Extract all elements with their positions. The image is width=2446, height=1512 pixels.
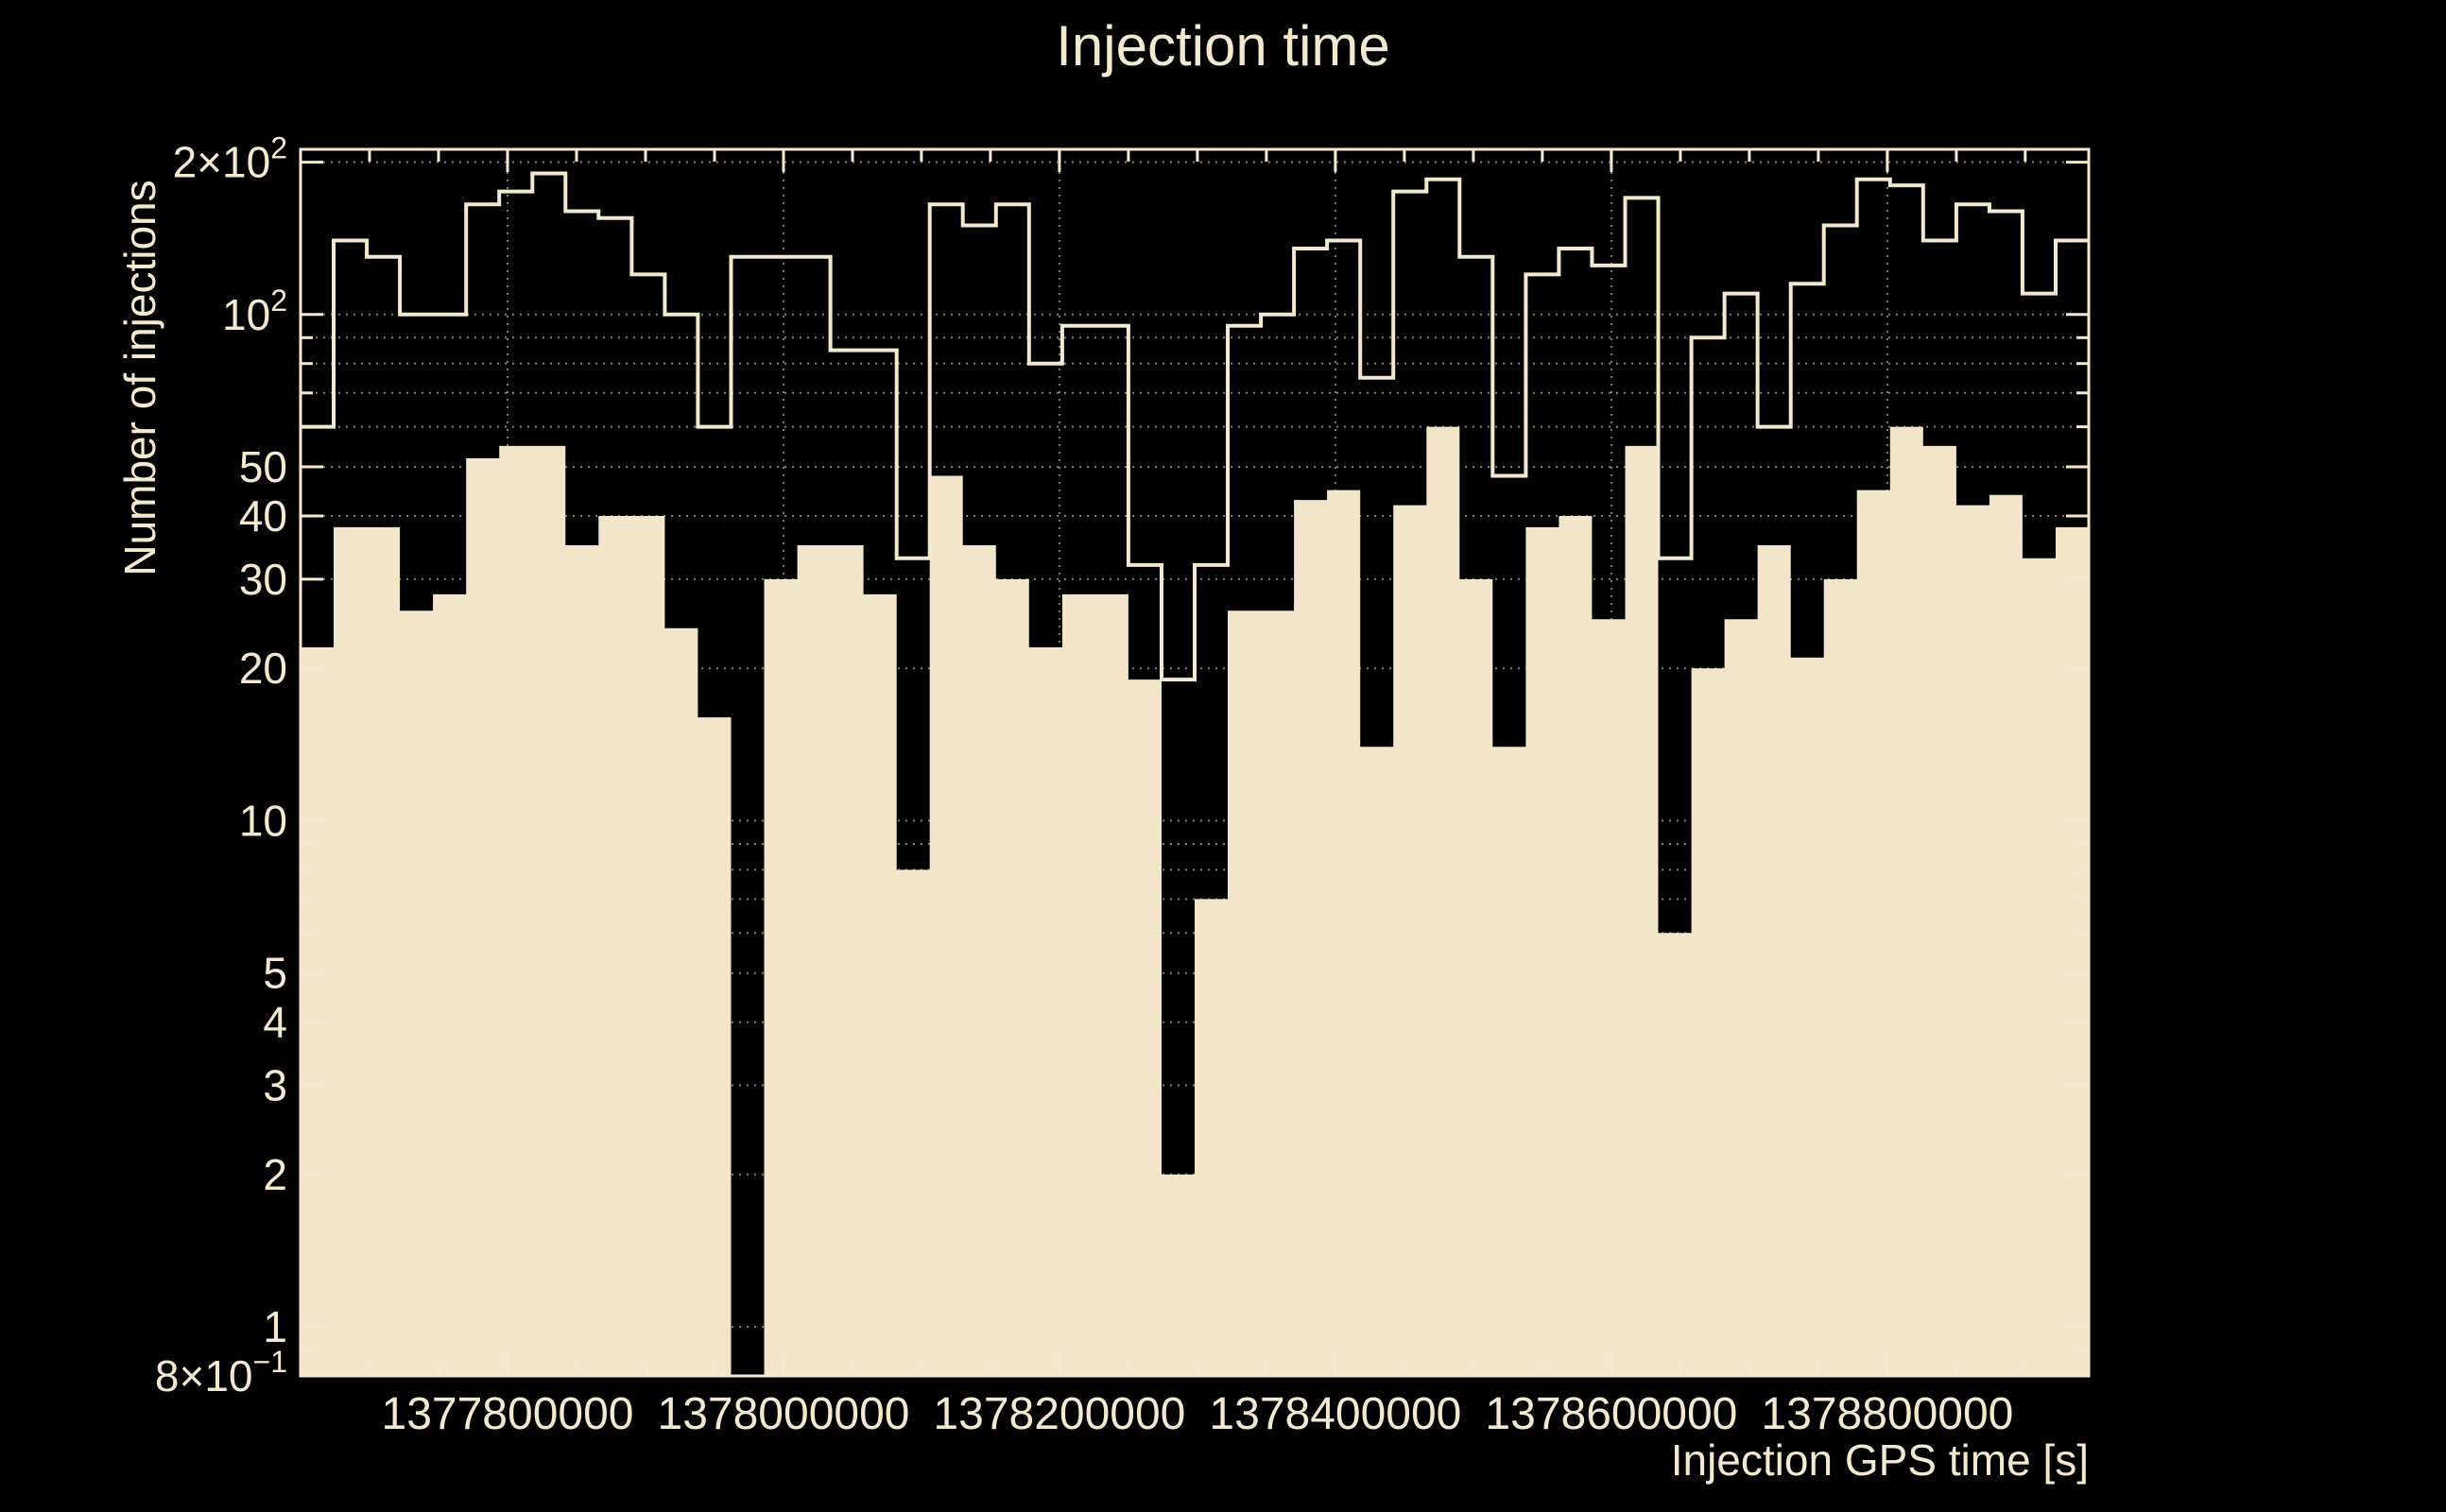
svg-text:1378600000: 1378600000 [1485,1389,1737,1439]
svg-text:2×102: 2×102 [173,131,287,187]
svg-text:1378000000: 1378000000 [658,1389,910,1439]
svg-text:20: 20 [239,644,287,693]
svg-text:1378800000: 1378800000 [1761,1389,2013,1439]
svg-text:8×10−1: 8×10−1 [155,1345,287,1400]
svg-text:102: 102 [222,284,287,339]
svg-text:1378400000: 1378400000 [1209,1389,1461,1439]
svg-text:2: 2 [263,1150,287,1199]
chart-title: Injection time [1056,14,1390,77]
svg-text:50: 50 [239,442,287,491]
plot-frame [299,147,2091,1378]
x-tick-labels: 1377800000 1378000000 1378200000 1378400000… [382,1389,2014,1439]
svg-text:5: 5 [263,949,287,998]
svg-text:1377800000: 1377800000 [382,1389,634,1439]
svg-text:4: 4 [263,998,287,1047]
svg-text:3: 3 [263,1061,287,1110]
histogram-outline-series [301,171,2089,682]
x-axis-label: Injection GPS time [s] [1670,1435,2089,1485]
svg-text:40: 40 [239,491,287,541]
histogram-filled-series [301,426,2089,1377]
svg-text:1: 1 [263,1302,287,1351]
svg-text:1378200000: 1378200000 [933,1389,1185,1439]
svg-text:10: 10 [239,796,287,845]
y-axis-label: Number of injections [115,180,164,576]
axis-ticks [299,149,2089,1378]
svg-text:30: 30 [239,555,287,604]
